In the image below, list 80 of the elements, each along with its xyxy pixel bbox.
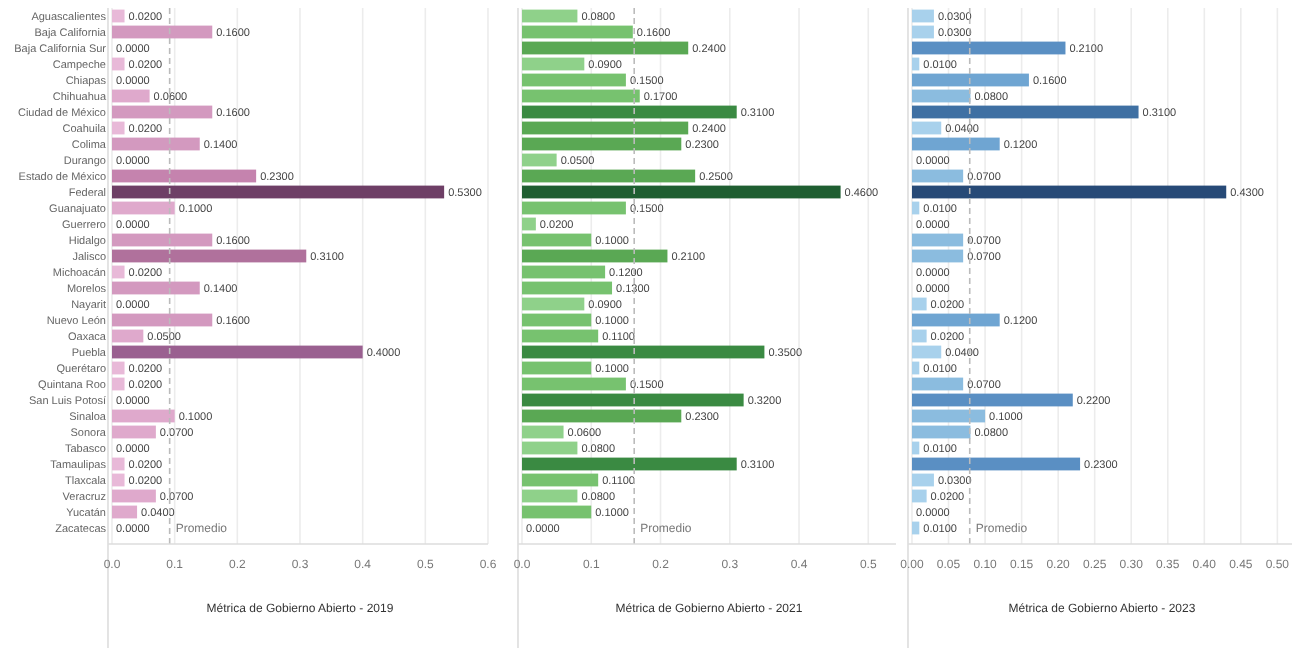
bar [522, 361, 592, 375]
bar [112, 25, 213, 39]
bar [522, 153, 557, 167]
bar [112, 505, 138, 519]
bar [112, 121, 125, 135]
bar [522, 89, 640, 103]
bar [522, 281, 613, 295]
bar [522, 41, 689, 55]
bar [522, 185, 841, 199]
bar [112, 137, 200, 151]
bar [912, 297, 927, 311]
bar [522, 57, 585, 71]
bar [112, 329, 144, 343]
bar [912, 121, 942, 135]
bar [522, 329, 599, 343]
bar [912, 41, 1066, 55]
bar [112, 57, 125, 71]
bar [912, 329, 927, 343]
bar [912, 89, 971, 103]
bar [522, 121, 689, 135]
bar [112, 377, 125, 391]
bar [112, 473, 125, 487]
bar [522, 457, 737, 471]
bar [912, 73, 1029, 87]
bar [112, 9, 125, 23]
bar [522, 233, 592, 247]
bar [112, 105, 213, 119]
bar [912, 409, 986, 423]
bar [522, 249, 668, 263]
bar [522, 73, 626, 87]
bar [522, 201, 626, 215]
bar [912, 9, 934, 23]
bar [112, 281, 200, 295]
bar [112, 313, 213, 327]
bar [522, 425, 564, 439]
bar [522, 377, 626, 391]
bar [112, 201, 175, 215]
bar [912, 137, 1000, 151]
bar [912, 169, 964, 183]
bar [522, 313, 592, 327]
bar [522, 409, 682, 423]
bar [112, 89, 150, 103]
bar [522, 9, 578, 23]
bar [522, 169, 696, 183]
bar [112, 185, 445, 199]
bar [912, 473, 934, 487]
bar [522, 297, 585, 311]
bar [912, 393, 1073, 407]
bar [112, 249, 307, 263]
bar [522, 137, 682, 151]
bar [912, 345, 942, 359]
bar [112, 169, 257, 183]
bar [112, 233, 213, 247]
bar [522, 345, 765, 359]
bar [522, 393, 744, 407]
bar [522, 217, 536, 231]
bar [522, 265, 606, 279]
bar [912, 249, 964, 263]
bar [112, 265, 125, 279]
bar [912, 457, 1081, 471]
bar [522, 473, 599, 487]
bar [522, 441, 578, 455]
bar [112, 425, 156, 439]
bar [912, 185, 1227, 199]
bar [522, 25, 633, 39]
bar [112, 489, 156, 503]
bar [112, 409, 175, 423]
bar [522, 489, 578, 503]
bar [912, 25, 934, 39]
bar [912, 489, 927, 503]
bar [912, 105, 1139, 119]
bar [522, 505, 592, 519]
bar [522, 105, 737, 119]
bar [912, 313, 1000, 327]
bar [112, 345, 363, 359]
bar [912, 233, 964, 247]
bar [912, 377, 964, 391]
bar [112, 457, 125, 471]
bar [912, 425, 971, 439]
bar [112, 361, 125, 375]
